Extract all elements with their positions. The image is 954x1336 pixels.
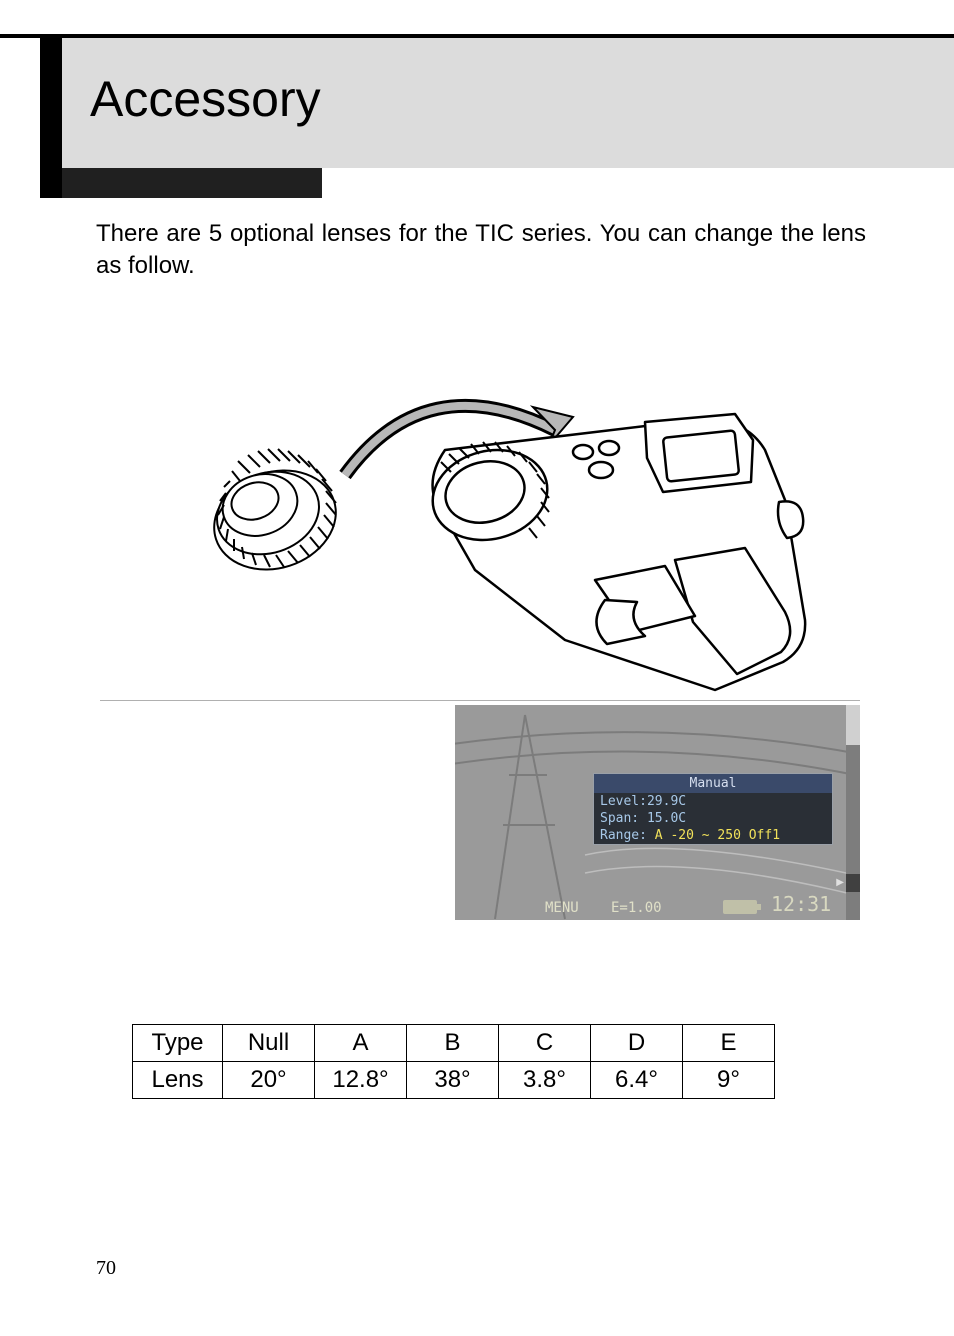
table-cell: Lens	[133, 1062, 223, 1099]
emissivity-readout: E=1.00	[611, 900, 662, 916]
span-row: Span: 15.0C	[594, 810, 832, 827]
manual-dialog: Manual Level:29.9C Span: 15.0C Range: A …	[593, 773, 833, 845]
range-label: Range:	[600, 828, 647, 843]
table-cell: 38°	[407, 1062, 499, 1099]
lens-change-illustration	[150, 390, 850, 700]
dialog-title: Manual	[594, 774, 832, 793]
clock-readout: 12:31	[771, 892, 831, 916]
range-value: A -20 ~ 250 Off1	[655, 828, 780, 843]
intro-paragraph: There are 5 optional lenses for the TIC …	[96, 218, 866, 283]
table-cell: 6.4°	[591, 1062, 683, 1099]
table-cell: 12.8°	[315, 1062, 407, 1099]
level-label: Level:	[600, 794, 647, 809]
palette-top	[846, 705, 860, 745]
table-header-row: Type Null A B C D E	[133, 1025, 775, 1062]
range-row: Range: A -20 ~ 250 Off1	[594, 827, 832, 844]
table-cell: 9°	[683, 1062, 775, 1099]
span-value: 15.0C	[647, 811, 686, 826]
page-number: 70	[96, 1257, 116, 1280]
lens-type-table: Type Null A B C D E Lens 20° 12.8° 38° 3…	[132, 1024, 775, 1099]
palette-bot	[846, 874, 860, 892]
table-header: D	[591, 1025, 683, 1062]
level-value: 29.9C	[647, 794, 686, 809]
battery-icon	[723, 900, 757, 914]
header-under-bar	[62, 168, 322, 198]
table-header: B	[407, 1025, 499, 1062]
illustration-baseline	[100, 700, 860, 701]
header-left-bar	[40, 38, 62, 198]
table-cell: 20°	[223, 1062, 315, 1099]
menu-label: MENU	[545, 900, 579, 916]
camera-drawing	[345, 380, 835, 710]
table-header: Null	[223, 1025, 315, 1062]
page-title: Accessory	[90, 70, 321, 128]
table-row: Lens 20° 12.8° 38° 3.8° 6.4° 9°	[133, 1062, 775, 1099]
table-cell: 3.8°	[499, 1062, 591, 1099]
table-header: E	[683, 1025, 775, 1062]
camera-ui-screenshot: ▶ Manual Level:29.9C Span: 15.0C Range: …	[455, 705, 860, 920]
level-row: Level:29.9C	[594, 793, 832, 810]
table-header: A	[315, 1025, 407, 1062]
span-label: Span:	[600, 811, 639, 826]
table-header: Type	[133, 1025, 223, 1062]
palette-cursor-icon: ▶	[836, 877, 844, 888]
table-header: C	[499, 1025, 591, 1062]
battery-tip-icon	[757, 904, 761, 910]
